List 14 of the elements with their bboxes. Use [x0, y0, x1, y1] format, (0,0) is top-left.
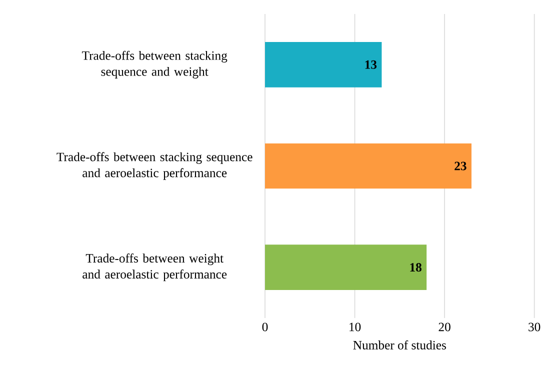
y-tick-label: Trade-offs between stacking sequence and weight — [82, 50, 228, 79]
x-tick-label: 20 — [438, 322, 450, 332]
x-tick-label: 10 — [350, 322, 361, 332]
bar — [265, 244, 427, 290]
x-tick-label: 0 — [262, 322, 268, 332]
bar — [265, 143, 472, 189]
y-tick-label: Trade-offs between stacking sequence and aeroelastic performance — [56, 152, 252, 180]
data-label: 18 — [410, 263, 422, 272]
x-axis-title: Number of studies — [353, 340, 446, 350]
data-label: 23 — [454, 162, 466, 170]
data-label: 13 — [365, 60, 377, 69]
y-tick-label: Trade-offs between weight and aeroelastic performance — [82, 254, 227, 282]
bar — [265, 42, 382, 88]
x-tick-label: 30 — [528, 322, 540, 332]
